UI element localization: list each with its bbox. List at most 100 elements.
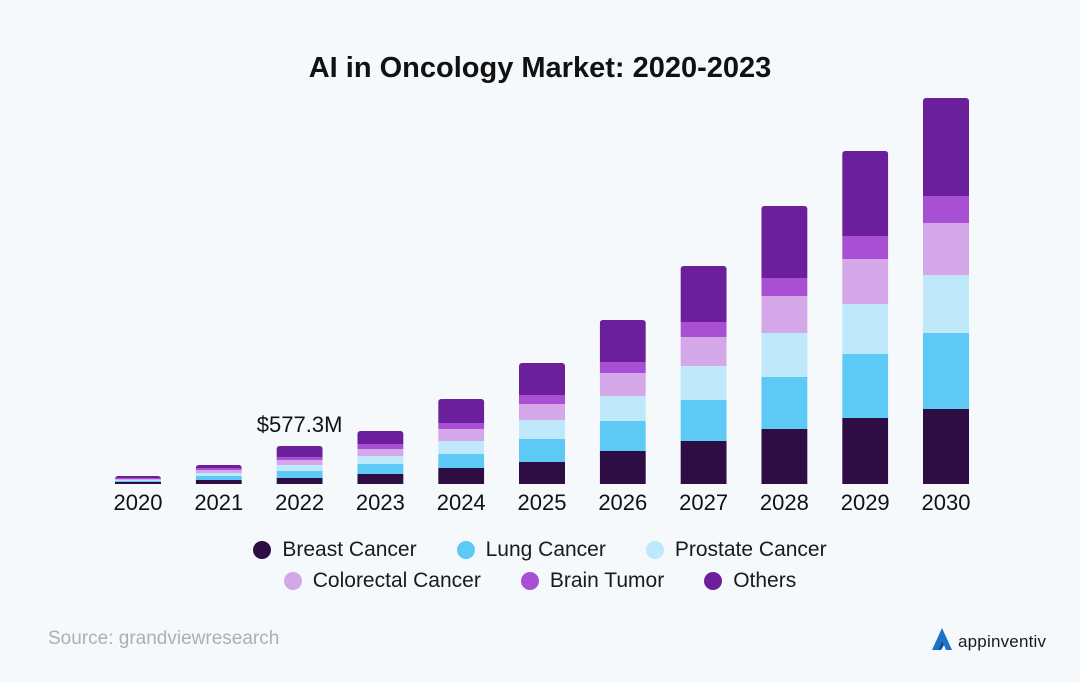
bar-stack-2030	[923, 98, 969, 484]
bar-segment-others-2028	[761, 206, 808, 278]
x-tick-label-2030: 2030	[922, 490, 971, 515]
bar-segment-breast-cancer-2027	[680, 441, 727, 484]
bar-segment-lung-cancer-2030	[923, 333, 969, 409]
x-tick-label-2026: 2026	[598, 490, 647, 515]
x-tick-label-2024: 2024	[437, 490, 486, 515]
legend-label: Lung Cancer	[485, 538, 606, 561]
data-label-2022: $577.3M	[257, 412, 343, 437]
bar-segment-breast-cancer-2025	[519, 462, 565, 484]
x-tick-label-2021: 2021	[194, 490, 243, 515]
bar-segment-others-2027	[680, 266, 727, 322]
bar-segment-prostate-cancer-2025	[519, 420, 565, 439]
bar-segment-prostate-cancer-2024	[438, 441, 485, 454]
bar-segment-brain-tumor-2030	[923, 196, 969, 223]
bar-segment-breast-cancer-2023	[357, 474, 404, 484]
bar-segment-others-2026	[599, 320, 646, 362]
bar-segment-brain-tumor-2020	[115, 478, 161, 479]
bar-segment-lung-cancer-2020	[115, 481, 161, 482]
x-tick-label-2020: 2020	[114, 490, 163, 515]
bar-segment-brain-tumor-2027	[680, 322, 727, 337]
bar-segment-others-2023	[357, 431, 404, 444]
bar-segment-breast-cancer-2021	[195, 480, 242, 484]
legend-item-brain-tumor: Brain Tumor	[520, 569, 665, 593]
bar-segment-prostate-cancer-2030	[923, 275, 969, 333]
legend-item-breast-cancer: Breast Cancer	[253, 538, 417, 562]
bar-segment-colorectal-cancer-2025	[519, 404, 565, 420]
bar-stack-2027	[680, 266, 727, 484]
bar-stack-2029	[842, 151, 889, 484]
bar-segment-breast-cancer-2020	[115, 482, 161, 484]
legend-swatch-breast-cancer	[253, 541, 272, 559]
bar-segment-colorectal-cancer-2028	[761, 296, 808, 333]
bar-segment-prostate-cancer-2029	[842, 304, 889, 354]
bar-segment-lung-cancer-2021	[195, 476, 242, 480]
x-tick-label-2025: 2025	[518, 490, 567, 515]
x-tick-label-2022: 2022	[275, 490, 324, 515]
bar-segment-colorectal-cancer-2022	[276, 460, 323, 465]
bar-stack-2024	[438, 399, 485, 484]
bar-segment-colorectal-cancer-2021	[195, 470, 242, 473]
bar-segment-lung-cancer-2025	[519, 439, 565, 462]
bar-segment-others-2022	[276, 446, 323, 457]
bar-stack-2020	[115, 476, 161, 484]
bar-segment-prostate-cancer-2021	[195, 473, 242, 476]
legend-item-others: Others	[704, 569, 796, 593]
bar-segment-others-2029	[842, 151, 889, 236]
bar-segment-brain-tumor-2025	[519, 395, 565, 404]
bar-segment-lung-cancer-2026	[599, 421, 646, 451]
bar-segment-brain-tumor-2023	[357, 444, 404, 449]
bar-segment-lung-cancer-2022	[276, 471, 323, 478]
brand-name: appinventiv	[958, 631, 1047, 651]
legend-label: Brain Tumor	[549, 569, 665, 592]
legend-row-1: Breast Cancer Lung Cancer Prostate Cance…	[0, 538, 1080, 562]
bar-segment-others-2020	[115, 476, 161, 478]
stacked-bar-chart: 2020 2021 2022 $577.3M 2023 2024 2025 2026 2027 2…	[114, 98, 971, 515]
legend-swatch-colorectal-cancer	[283, 572, 302, 590]
bar-segment-brain-tumor-2026	[599, 362, 646, 373]
legend-swatch-lung-cancer	[456, 541, 475, 559]
x-tick-label-2027: 2027	[679, 490, 728, 515]
bar-segment-colorectal-cancer-2020	[115, 479, 161, 480]
bar-stack-2025	[519, 363, 565, 484]
bar-segment-brain-tumor-2028	[761, 278, 808, 296]
bar-segment-colorectal-cancer-2030	[923, 223, 969, 275]
bar-segment-brain-tumor-2029	[842, 236, 889, 259]
bar-segment-prostate-cancer-2027	[680, 366, 727, 400]
bar-segment-lung-cancer-2029	[842, 354, 889, 418]
bar-segment-others-2030	[923, 98, 969, 196]
bar-segment-prostate-cancer-2020	[115, 480, 161, 481]
legend-row-2: Colorectal Cancer Brain Tumor Others	[0, 569, 1080, 593]
bar-segment-prostate-cancer-2022	[276, 465, 323, 471]
bar-segment-others-2021	[195, 465, 242, 468]
bar-segment-lung-cancer-2028	[761, 377, 808, 429]
bar-segment-colorectal-cancer-2029	[842, 259, 889, 304]
legend-swatch-others	[704, 572, 723, 590]
bar-stack-2028	[761, 206, 808, 484]
bar-segment-breast-cancer-2029	[842, 418, 889, 484]
bar-segment-lung-cancer-2027	[680, 400, 727, 441]
legend-label: Prostate Cancer	[674, 538, 827, 561]
bar-segment-colorectal-cancer-2023	[357, 449, 404, 456]
bar-segment-breast-cancer-2030	[923, 409, 969, 484]
bar-segment-prostate-cancer-2026	[599, 396, 646, 421]
legend-item-lung-cancer: Lung Cancer	[456, 538, 606, 562]
legend-item-prostate-cancer: Prostate Cancer	[645, 538, 827, 562]
bar-segment-others-2024	[438, 399, 485, 423]
x-tick-label-2029: 2029	[841, 490, 890, 515]
bar-segment-brain-tumor-2024	[438, 423, 485, 429]
legend-item-colorectal-cancer: Colorectal Cancer	[283, 569, 481, 593]
bar-segment-breast-cancer-2022	[276, 478, 323, 484]
bar-segment-breast-cancer-2026	[599, 451, 646, 484]
bar-stack-2022	[276, 446, 323, 484]
legend-label: Breast Cancer	[282, 538, 417, 561]
source-note: Source: grandviewresearch	[48, 628, 280, 649]
bar-stack-2023	[357, 431, 404, 484]
bar-segment-brain-tumor-2022	[276, 457, 323, 460]
bar-segment-lung-cancer-2024	[438, 454, 485, 468]
bar-segment-breast-cancer-2028	[761, 429, 808, 484]
legend-label: Others	[733, 569, 797, 592]
bar-segment-colorectal-cancer-2024	[438, 429, 485, 441]
bar-segment-prostate-cancer-2023	[357, 456, 404, 464]
x-tick-label-2023: 2023	[356, 490, 405, 515]
bar-segment-others-2025	[519, 363, 565, 395]
